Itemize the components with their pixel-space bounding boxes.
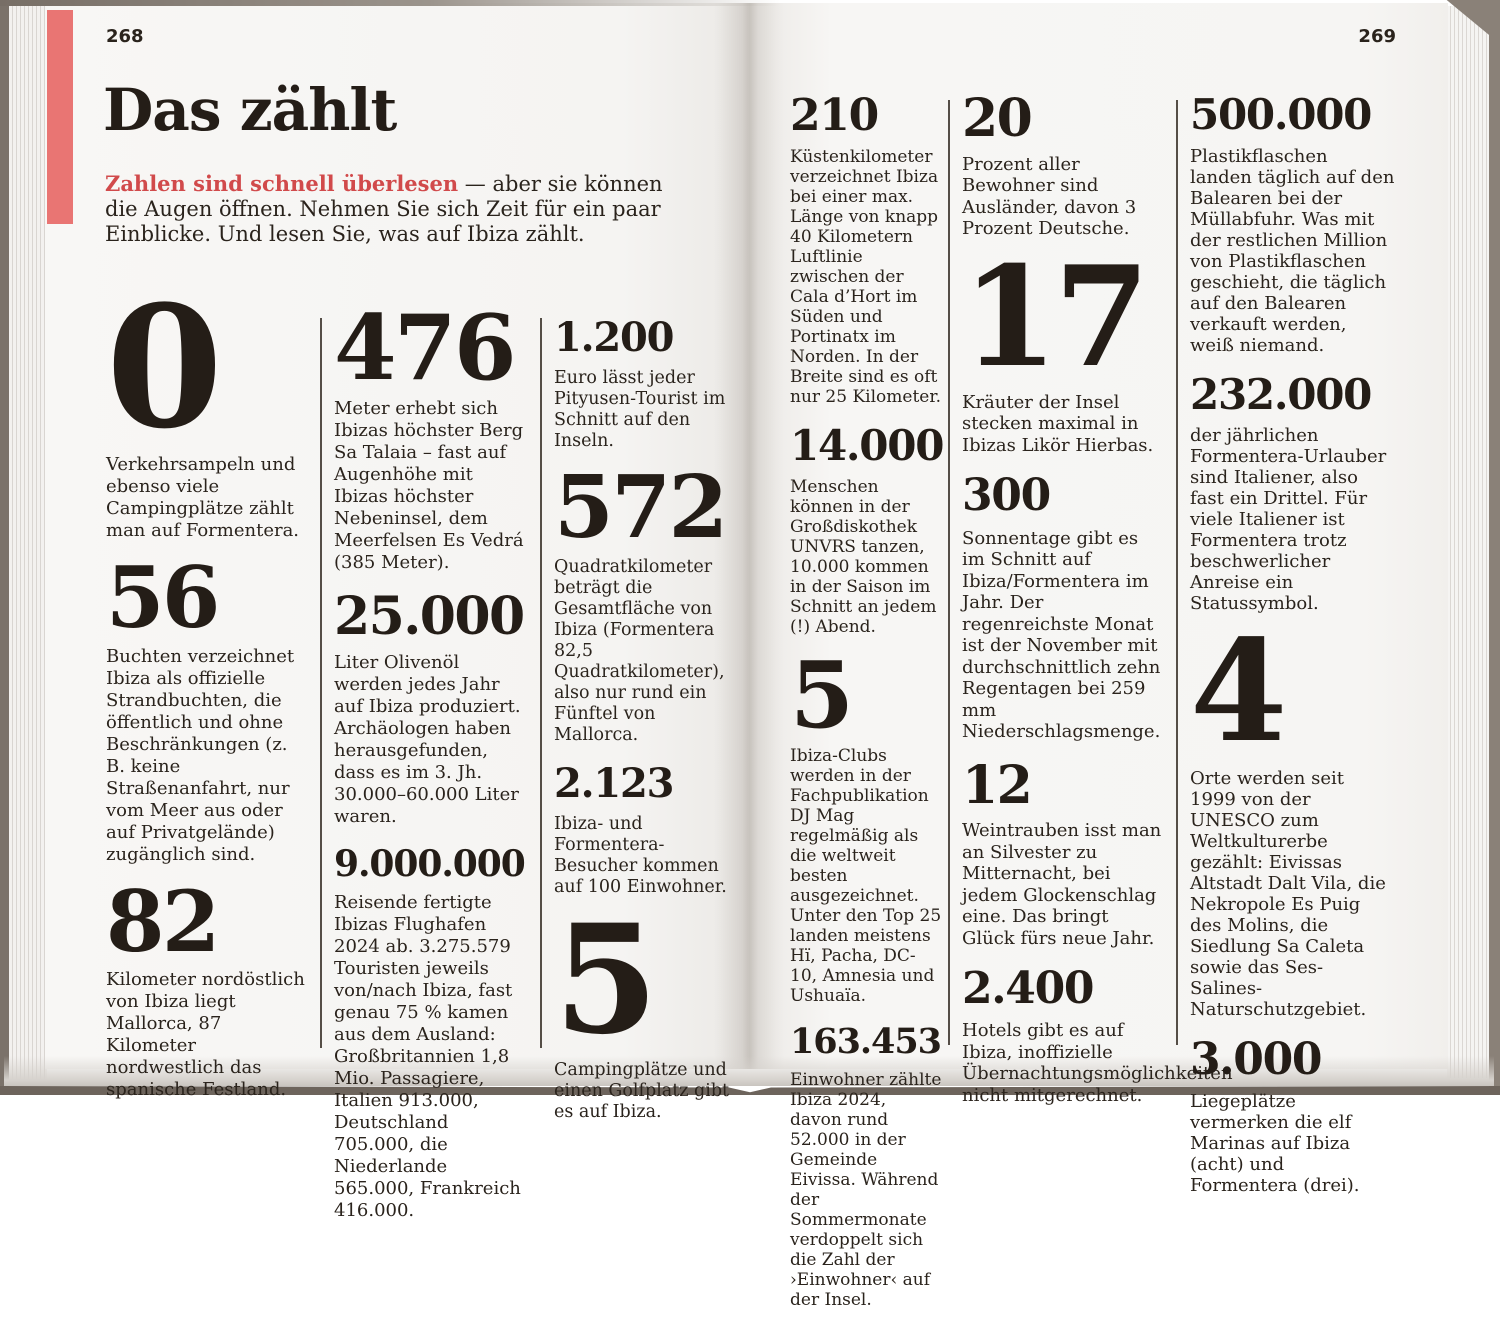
- intro-highlight: Zahlen sind schnell überlesen: [105, 171, 459, 196]
- stat-number: 9.000.000: [334, 842, 526, 885]
- stat-block: 2.123 Ibiza- und Formentera-Besucher kom…: [554, 759, 732, 898]
- stat-column-right-3: 500.000 Plastikflaschen landen täglich a…: [1190, 90, 1395, 1218]
- column-divider: [320, 318, 322, 1048]
- stat-description: Liter Olivenöl werden jedes Jahr auf Ibi…: [334, 651, 521, 827]
- column-divider: [1176, 100, 1178, 1045]
- stat-block: 56 Buchten verzeichnet Ibiza als offizie…: [106, 548, 306, 865]
- stat-number: 5: [554, 891, 658, 1068]
- stat-number: 1.200: [554, 314, 674, 361]
- page-edge-stack-right: [1447, 6, 1489, 1078]
- right-page: [748, 3, 1448, 1069]
- stat-block: 300 Sonnentage gibt es im Schnitt auf Ib…: [962, 470, 1162, 743]
- stat-block: 210 Küstenkilometer verzeichnet Ibiza be…: [790, 90, 942, 408]
- stat-number: 25.000: [334, 586, 525, 647]
- stat-number: 14.000: [790, 421, 944, 471]
- stat-description: Buchten verzeichnet Ibiza als offizielle…: [106, 645, 295, 865]
- stat-description: Verkehrsampeln und ebenso viele Campingp…: [106, 454, 300, 542]
- stat-description: Weintrauben isst man an Silvester zu Mit…: [962, 820, 1162, 949]
- stat-number: 210: [790, 90, 879, 141]
- stat-column-right-1: 210 Küstenkilometer verzeichnet Ibiza be…: [790, 90, 944, 1332]
- stat-column-left-1: 0 Verkehrsampeln und ebenso viele Campin…: [106, 268, 306, 1123]
- stat-number: 163.453: [790, 1021, 942, 1063]
- intro-paragraph: Zahlen sind schnell überlesen — aber sie…: [105, 171, 697, 247]
- stat-block: 82 Kilometer nordöstlich von Ibiza liegt…: [106, 871, 306, 1101]
- stat-description: Menschen können in der Großdiskothek UNV…: [790, 476, 937, 637]
- stat-block: 476 Meter erhebt sich Ibizas höchster Be…: [334, 295, 530, 574]
- stat-description: Campingplätze und einen Golfplatz gibt e…: [554, 1059, 730, 1122]
- stat-description: Euro lässt jeder Pityusen-Tourist im Sch…: [554, 368, 726, 451]
- page-edge-stack-left: [9, 3, 47, 1083]
- stat-number: 232.000: [1190, 369, 1372, 419]
- stat-block: 2.400 Hotels gibt es auf Ibiza, inoffizi…: [962, 963, 1233, 1106]
- stat-block: 12 Weintrauben isst man an Silvester zu …: [962, 754, 1162, 950]
- stat-block: 9.000.000 Reisende fertigte Ibizas Flugh…: [334, 842, 530, 1223]
- stat-number: 300: [962, 470, 1051, 522]
- stat-number: 4: [1190, 610, 1287, 775]
- stat-description: Sonnentage gibt es im Schnitt auf Ibiza/…: [962, 527, 1161, 743]
- stat-number: 572: [554, 457, 728, 558]
- stat-block: 1.200 Euro lässt jeder Pityusen-Tourist …: [554, 314, 732, 452]
- stat-description: Meter erhebt sich Ibizas höchster Berg S…: [334, 398, 524, 573]
- stat-column-right-2: 20 Prozent aller Bewohner sind Ausländer…: [962, 88, 1233, 1128]
- stat-block: 4 Orte werden seit 1999 von der UNESCO z…: [1190, 610, 1395, 1021]
- stat-column-left-3: 1.200 Euro lässt jeder Pityusen-Tourist …: [554, 314, 732, 1145]
- stat-description: Küstenkilometer verzeichnet Ibiza bei ei…: [790, 147, 942, 408]
- column-divider: [540, 318, 542, 1048]
- spine-gutter-shadow: [714, 3, 784, 1069]
- stat-block: 20 Prozent aller Bewohner sind Ausländer…: [962, 88, 1162, 240]
- stat-description: Ibiza- und Formentera-Besucher kommen au…: [554, 813, 727, 897]
- stat-description: Kilometer nordöstlich von Ibiza liegt Ma…: [106, 968, 305, 1100]
- intro-text: — aber sie können die Augen öffnen. Nehm…: [105, 172, 663, 246]
- stat-description: Orte werden seit 1999 von der UNESCO zum…: [1190, 768, 1386, 1021]
- bottom-page-shadow: [4, 1056, 1494, 1086]
- stat-description: Reisende fertigte Ibizas Flughafen 2024 …: [334, 892, 521, 1222]
- stat-number: 3.000: [1190, 1034, 1323, 1086]
- stat-number: 20: [962, 88, 1033, 149]
- stat-description: Einwohner zählte Ibiza 2024, davon rund …: [790, 1070, 942, 1311]
- stat-block: 14.000 Menschen können in der Großdiskot…: [790, 421, 944, 637]
- stat-description: Ibiza-Clubs werden in der Fachpublikatio…: [790, 746, 942, 1007]
- stat-number: 82: [106, 871, 220, 971]
- stat-number: 56: [106, 548, 220, 648]
- stat-description: Kräuter der Insel stecken maximal in Ibi…: [962, 391, 1154, 456]
- stat-number: 12: [962, 754, 1033, 816]
- stat-block: 25.000 Liter Olivenöl werden jedes Jahr …: [334, 586, 530, 828]
- stat-number: 17: [962, 234, 1150, 398]
- cover-edge-top: [0, 0, 780, 6]
- page-title: Das zählt: [103, 76, 397, 144]
- stat-block: 5 Ibiza-Clubs werden in der Fachpublikat…: [790, 640, 942, 1007]
- stat-description: Liegeplätze vermerken die elf Marinas au…: [1190, 1091, 1360, 1197]
- stat-block: 0 Verkehrsampeln und ebenso viele Campin…: [106, 268, 306, 542]
- stat-block: 5 Campingplätze und einen Golfplatz gibt…: [554, 891, 732, 1123]
- page-number-right: 269: [1358, 26, 1396, 47]
- stat-description: Plastikflaschen landen täglich auf den B…: [1190, 145, 1395, 356]
- stat-number: 0: [106, 268, 223, 466]
- stat-description: der jährlichen Formentera-Urlauber sind …: [1190, 425, 1387, 615]
- stat-description: Prozent aller Bewohner sind Ausländer, d…: [962, 153, 1137, 240]
- stat-block: 3.000 Liegeplätze vermerken die elf Mari…: [1190, 1034, 1395, 1197]
- stat-number: 2.400: [962, 963, 1095, 1015]
- cover-edge-right: [1489, 0, 1500, 1092]
- stat-number: 5: [790, 640, 854, 749]
- cover-edge-left: [0, 0, 9, 1092]
- stat-number: 476: [334, 295, 516, 401]
- stat-block: 17 Kräuter der Insel stecken maximal in …: [962, 234, 1162, 457]
- stat-number: 500.000: [1190, 90, 1372, 139]
- stat-block: 500.000 Plastikflaschen landen täglich a…: [1190, 90, 1395, 356]
- left-page: [45, 3, 748, 1069]
- column-divider: [948, 100, 950, 1045]
- stat-description: Hotels gibt es auf Ibiza, inoffizielle Ü…: [962, 1020, 1233, 1106]
- stat-block: 572 Quadratkilometer beträgt die Gesamtf…: [554, 457, 732, 746]
- stat-number: 2.123: [554, 759, 674, 807]
- stat-block: 232.000 der jährlichen Formentera-Urlaub…: [1190, 369, 1395, 615]
- page-number-left: 268: [106, 26, 144, 47]
- red-accent-bar: [47, 10, 73, 224]
- stat-description: Quadratkilometer beträgt die Gesamtfläch…: [554, 556, 725, 745]
- stat-block: 163.453 Einwohner zählte Ibiza 2024, dav…: [790, 1021, 942, 1311]
